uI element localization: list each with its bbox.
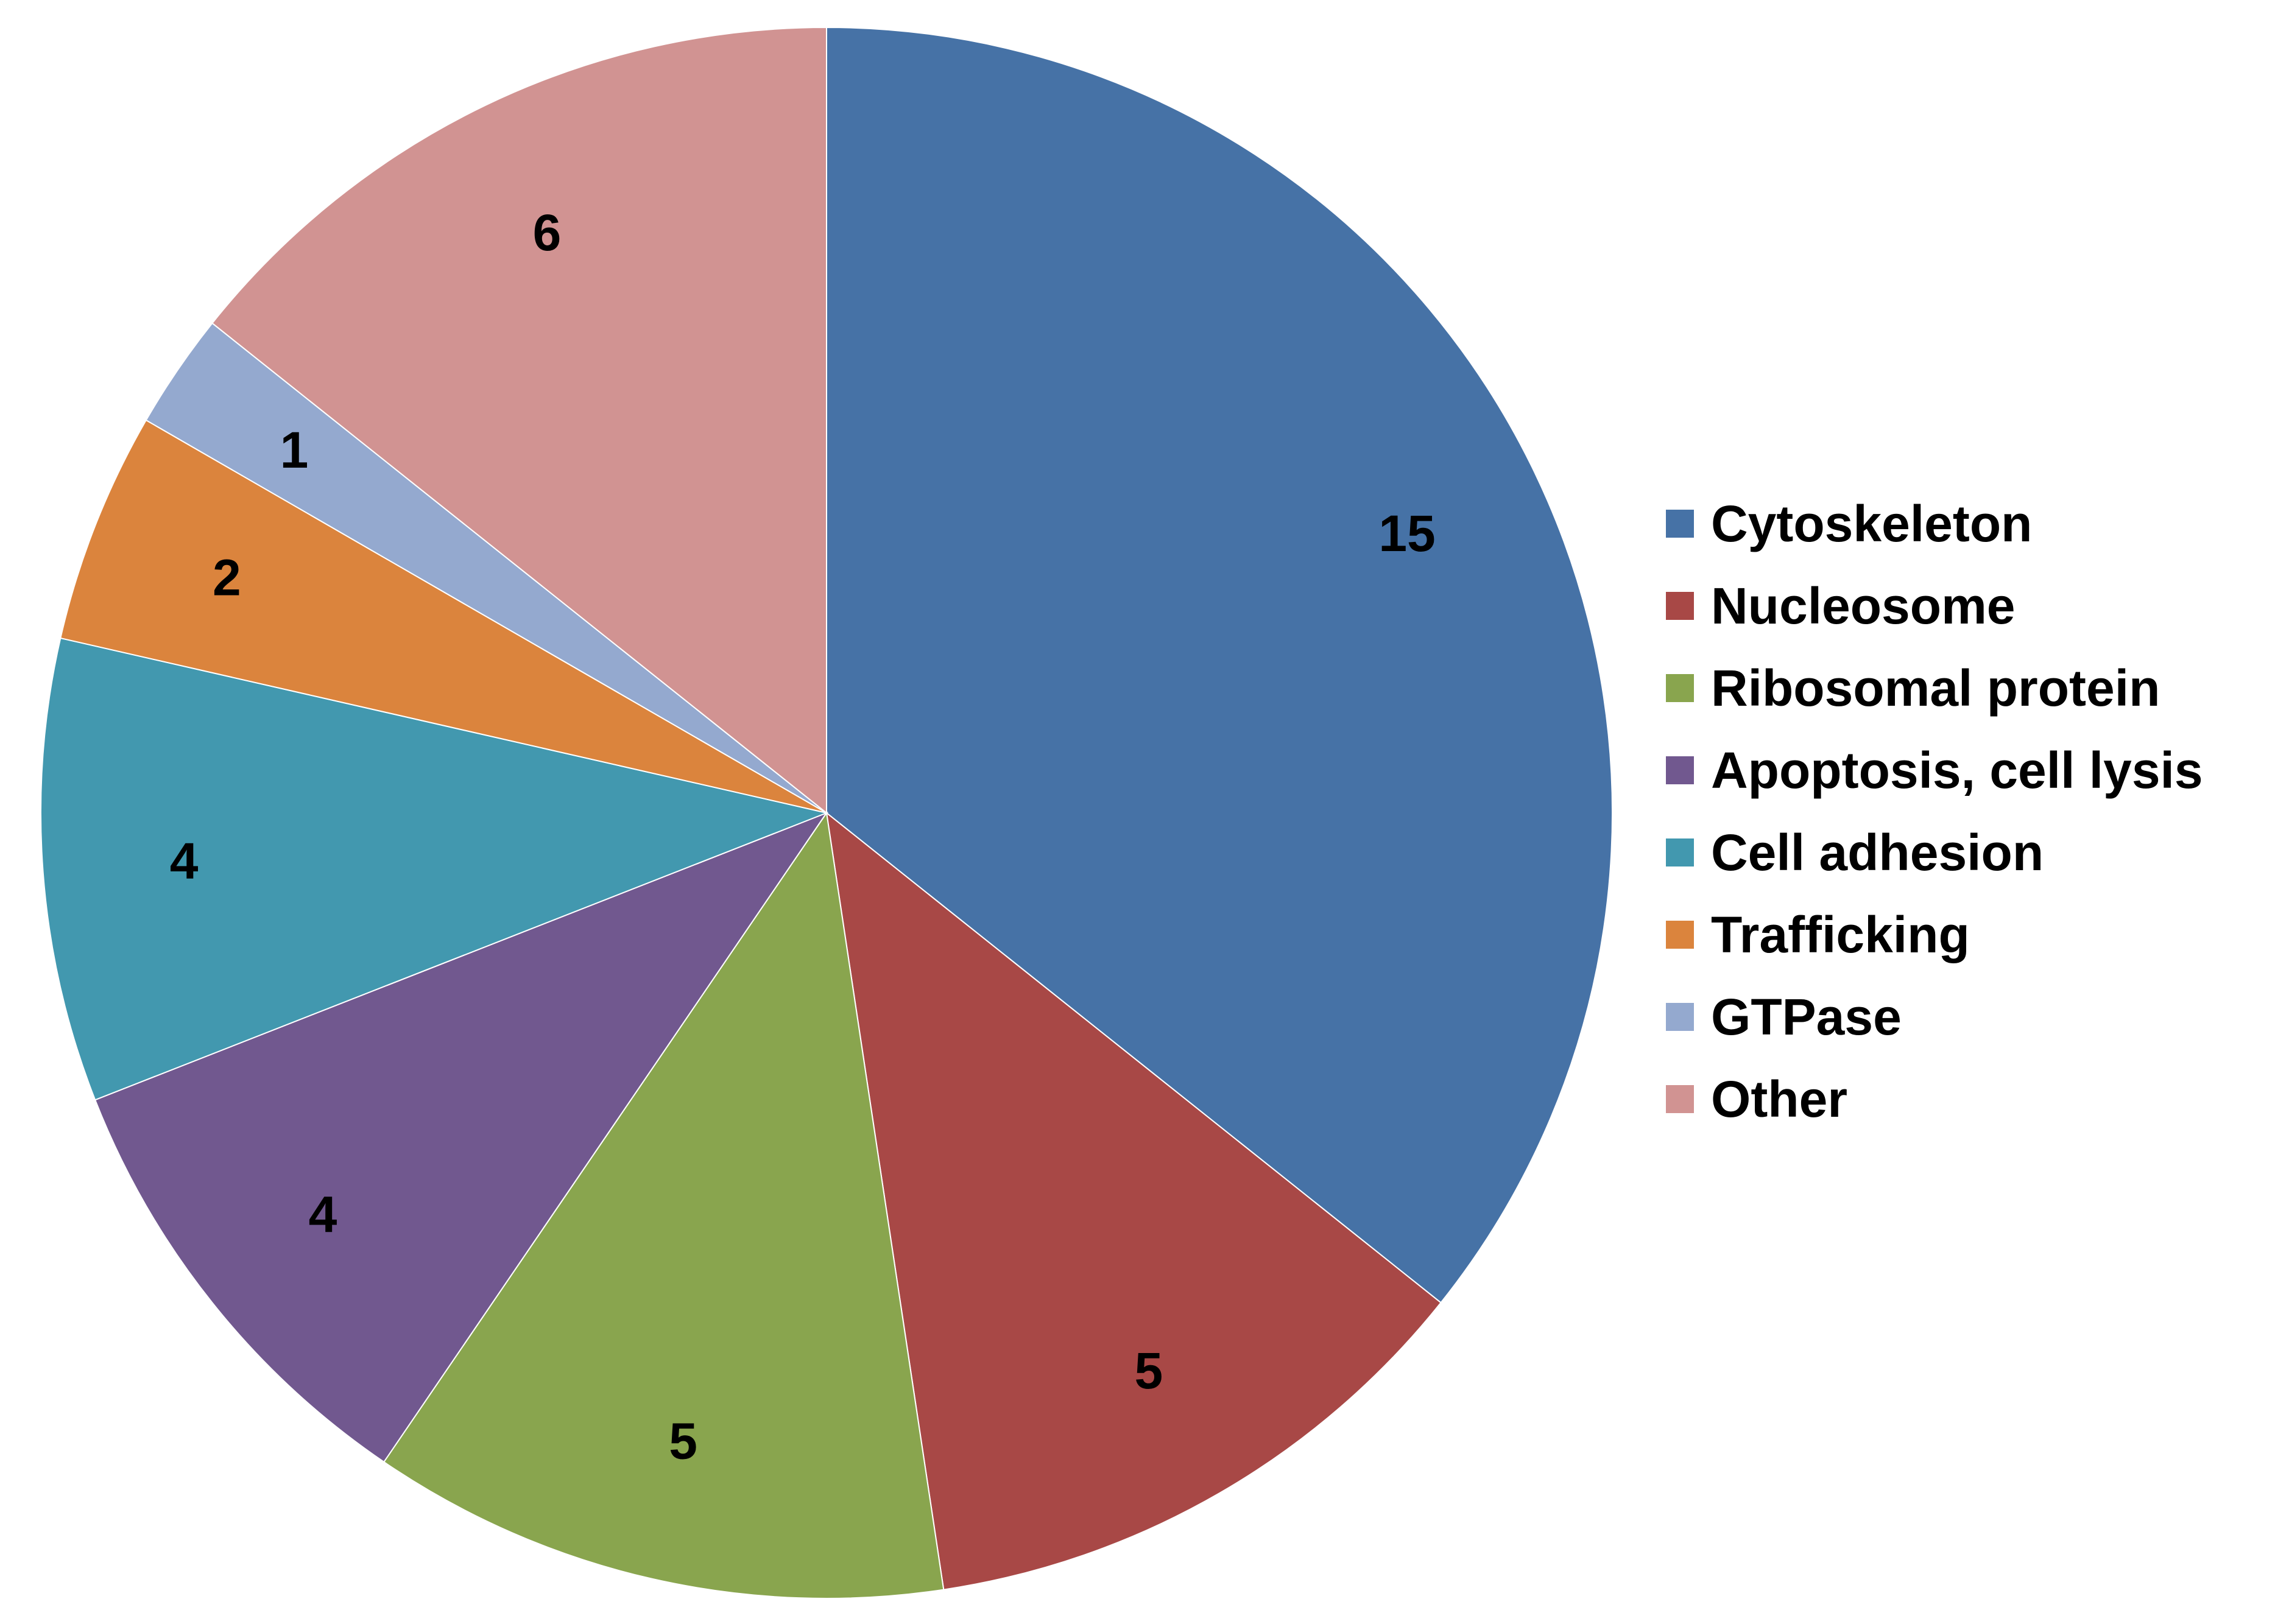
value-label-other: 6 (533, 204, 562, 261)
value-label-cytoskeleton: 15 (1378, 505, 1435, 562)
legend-label-gtpase: GTPase (1711, 988, 1902, 1046)
pie-value-labels: 15 5 5 4 4 2 1 6 (170, 204, 1436, 1469)
pie-slices (40, 26, 1613, 1599)
legend-item-nucleosome: Nucleosome (1666, 577, 2016, 634)
legend-swatch-gtpase (1666, 1003, 1694, 1031)
value-label-gtpase: 1 (280, 421, 309, 479)
legend-swatch-nucleosome (1666, 592, 1694, 620)
value-label-cell-adhesion: 4 (170, 832, 199, 890)
value-label-trafficking: 2 (213, 549, 241, 606)
slice-other (211, 26, 827, 815)
legend-item-ribosomal-protein: Ribosomal protein (1666, 659, 2160, 717)
legend-item-gtpase: GTPase (1666, 988, 1902, 1046)
slice-apoptosis-cell-lysis (94, 811, 828, 1463)
legend-label-cell-adhesion: Cell adhesion (1711, 824, 2044, 881)
legend-label-apoptosis-cell-lysis: Apoptosis, cell lysis (1711, 742, 2203, 799)
slice-cell-adhesion (40, 637, 829, 1101)
value-label-nucleosome: 5 (1135, 1342, 1163, 1399)
legend-swatch-apoptosis-cell-lysis (1666, 756, 1694, 784)
legend-label-cytoskeleton: Cytoskeleton (1711, 495, 2032, 552)
legend-item-cell-adhesion: Cell adhesion (1666, 824, 2044, 881)
slice-nucleosome (825, 811, 1442, 1591)
value-label-ribosomal-protein: 5 (669, 1412, 697, 1469)
legend-label-trafficking: Trafficking (1711, 906, 1970, 963)
legend-swatch-cytoskeleton (1666, 510, 1694, 538)
slice-cytoskeleton (826, 26, 1613, 1304)
slice-ribosomal-protein (383, 811, 945, 1599)
legend-swatch-trafficking (1666, 921, 1694, 949)
legend-label-nucleosome: Nucleosome (1711, 577, 2016, 634)
legend-swatch-ribosomal-protein (1666, 674, 1694, 702)
legend-item-apoptosis-cell-lysis: Apoptosis, cell lysis (1666, 742, 2203, 799)
legend-label-ribosomal-protein: Ribosomal protein (1711, 659, 2160, 717)
value-label-apoptosis-cell-lysis: 4 (309, 1186, 337, 1243)
legend-item-other: Other (1666, 1070, 1847, 1128)
legend-swatch-other (1666, 1085, 1694, 1113)
legend-item-cytoskeleton: Cytoskeleton (1666, 495, 2032, 552)
legend: Cytoskeleton Nucleosome Ribosomal protein A… (1666, 495, 2203, 1128)
slice-trafficking (60, 419, 827, 814)
legend-label-other: Other (1711, 1070, 1847, 1128)
legend-swatch-cell-adhesion (1666, 838, 1694, 866)
legend-item-trafficking: Trafficking (1666, 906, 1970, 963)
